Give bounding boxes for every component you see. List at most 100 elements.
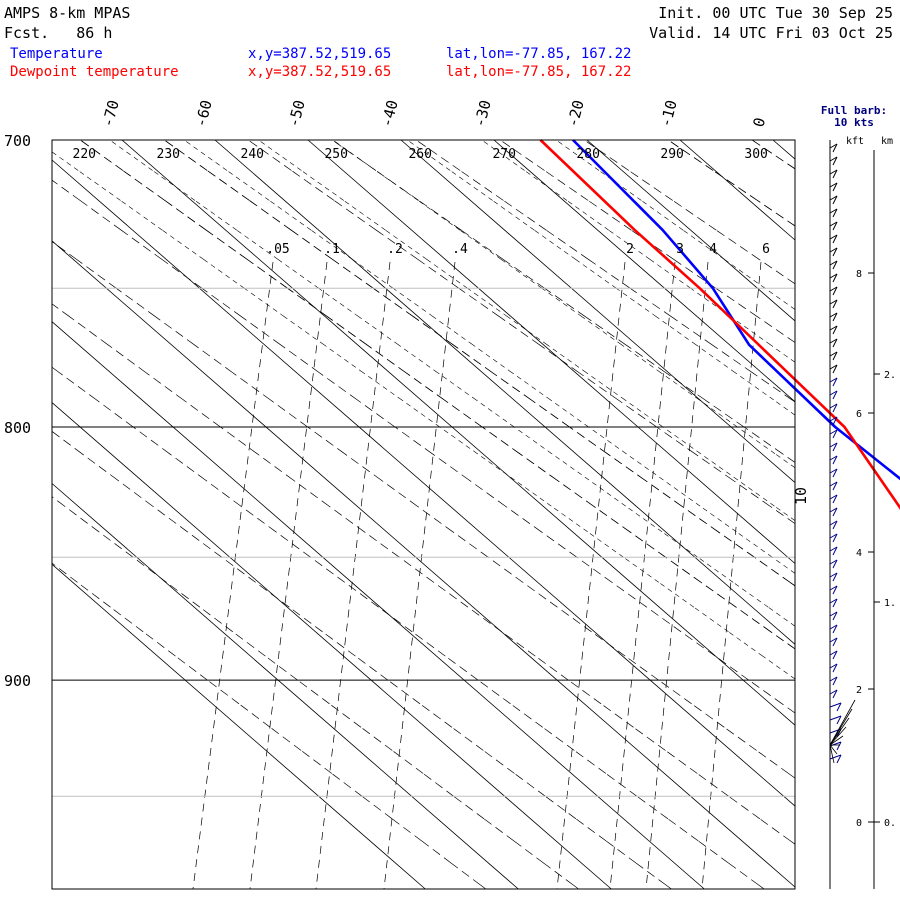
wind-barb-flag <box>832 195 838 205</box>
temperature-label: -10 <box>656 98 680 129</box>
full-barb-speed: 10 kts <box>834 116 874 129</box>
theta-label: 300 <box>744 147 767 162</box>
wind-barb <box>829 494 838 500</box>
wind-barb <box>829 702 842 708</box>
wind-barb <box>829 299 838 305</box>
wind-barb <box>829 429 838 435</box>
dry-adiabat <box>51 366 765 890</box>
dry-adiabat <box>51 431 672 890</box>
theta-label: 290 <box>660 147 683 162</box>
wind-barb <box>829 624 838 630</box>
wind-barb <box>829 520 838 526</box>
grid-lines <box>51 139 796 890</box>
wind-barb-flag <box>832 624 838 634</box>
wind-barb-flag <box>832 429 838 439</box>
wind-barb-flag <box>832 520 838 530</box>
wind-barb <box>829 689 838 695</box>
dry-adiabat <box>51 303 796 845</box>
theta-label: 240 <box>241 147 264 162</box>
wind-barb <box>829 676 838 682</box>
wind-barb <box>829 468 838 474</box>
dry-adiabat <box>51 241 796 779</box>
wind-barb-flag <box>832 273 838 283</box>
wind-barb-flag <box>832 650 838 660</box>
wind-barb <box>829 455 838 461</box>
mixing-ratio-label: .1 <box>324 242 340 257</box>
isotherm <box>772 139 796 160</box>
wind-barb <box>829 533 838 539</box>
moist-adiabat <box>407 139 796 416</box>
wind-barb <box>829 403 838 409</box>
wind-barb <box>829 585 838 591</box>
wind-barb <box>829 559 838 565</box>
wind-barb <box>829 735 844 746</box>
wind-barb <box>829 507 838 513</box>
wind-barb <box>829 312 838 318</box>
wind-barb <box>829 572 838 578</box>
wind-barb-flag <box>832 260 838 270</box>
mixing-ratio-line <box>609 261 676 890</box>
moist-adiabat <box>258 139 796 521</box>
wind-barb <box>829 286 838 292</box>
wind-barb-flag <box>832 637 838 647</box>
wind-barb-flag <box>832 533 838 543</box>
wind-barb-flag <box>832 455 838 465</box>
wind-barb-flag <box>832 546 838 556</box>
theta-label: 260 <box>408 147 431 162</box>
theta-label: 280 <box>576 147 599 162</box>
wind-barb-flag <box>832 156 838 166</box>
wind-barb <box>829 442 838 448</box>
moist-adiabat <box>51 151 796 680</box>
mixing-ratio-line <box>249 261 328 890</box>
mixing-ratio-label: .05 <box>266 242 289 257</box>
wind-barb <box>829 650 838 656</box>
wind-panel: 8 6 4 2 0 2. 1. 0. <box>829 140 896 889</box>
temperature-label: -60 <box>191 98 215 129</box>
dry-adiabat <box>247 139 796 524</box>
kft-label: kft <box>846 136 864 147</box>
theta-label: 270 <box>492 147 515 162</box>
legend-dewpoint-latlon: lat,lon=-77.85, 167.22 <box>446 64 631 80</box>
mixing-ratio-label: 4 <box>709 242 717 257</box>
wind-barb <box>829 325 838 331</box>
wind-barb-flag <box>832 208 838 218</box>
wind-barb <box>829 754 842 760</box>
mixing-ratio-label: 3 <box>676 242 684 257</box>
wind-barb <box>829 273 838 279</box>
pressure-label: 700 <box>4 132 31 150</box>
mixing-ratio-line <box>315 261 391 890</box>
theta-label: 220 <box>73 147 96 162</box>
theta-label: 230 <box>157 147 180 162</box>
legend-temperature-latlon: lat,lon=-77.85, 167.22 <box>446 46 631 62</box>
isotherm <box>51 159 796 807</box>
wind-barb-flag <box>832 247 838 257</box>
wind-barb-flag <box>836 754 842 764</box>
mixing-ratio-label: 6 <box>762 242 770 257</box>
wind-barb-flag <box>832 312 838 322</box>
isotherm <box>307 139 796 564</box>
moist-adiabat <box>555 139 796 310</box>
wind-barb <box>829 390 838 396</box>
wind-barb-flag <box>832 390 838 400</box>
model-title: AMPS 8-km MPAS <box>4 4 130 22</box>
wind-barb <box>829 377 838 383</box>
km-tick-label: 1. <box>884 598 896 609</box>
pressure-label: 1000 <box>4 898 40 900</box>
mixing-ratio-label: .2 <box>387 242 403 257</box>
km-label: km <box>881 136 893 147</box>
wind-barb <box>829 169 838 175</box>
wind-barb-flag <box>832 143 838 153</box>
temperature-label: -20 <box>563 98 587 129</box>
wind-barb <box>829 338 838 344</box>
dry-adiabat <box>500 139 796 343</box>
wind-barb-flag <box>832 338 838 348</box>
km-tick-label: 2. <box>884 370 896 381</box>
wind-barb <box>829 234 838 240</box>
wind-barb-flag <box>832 442 838 452</box>
wind-barb-flag <box>832 611 838 621</box>
forecast-hour: Fcst. 86 h <box>4 24 112 42</box>
pressure-label: 900 <box>4 672 31 690</box>
wind-barb <box>829 221 838 227</box>
mixing-ratio-line <box>556 261 626 890</box>
legend-dewpoint-xy: x,y=387.52,519.65 <box>248 64 391 80</box>
